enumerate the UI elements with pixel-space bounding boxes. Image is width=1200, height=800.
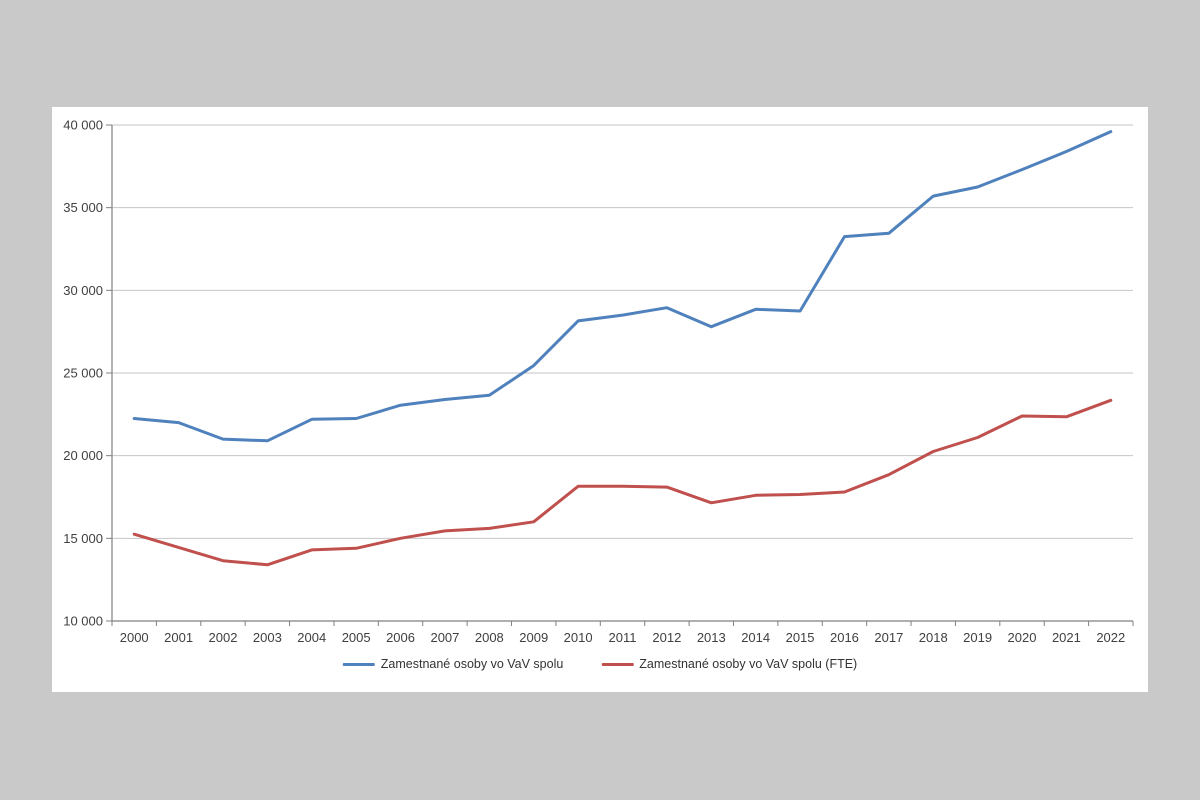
chart-svg: 40 000 35 000 30 000 25 000 20 000 15 000 10 0… [63, 118, 1134, 645]
legend-label-fte: Zamestnané osoby vo VaV spolu (FTE) [639, 657, 858, 671]
x-axis-tick-label: 2014 [741, 630, 770, 645]
x-axis-tick-label: 2004 [297, 630, 326, 645]
x-axis-tick-label: 2022 [1096, 630, 1125, 645]
series-line-0 [132, 130, 1113, 443]
x-axis-tick-label: 2001 [164, 630, 193, 645]
x-axis-tick-label: 2012 [652, 630, 681, 645]
x-axis-tick-label: 2006 [386, 630, 415, 645]
x-axis-tick-label: 2019 [963, 630, 992, 645]
y-axis-tick-label: 25 000 [63, 366, 103, 381]
y-axis-tick-label: 15 000 [63, 531, 103, 546]
y-axis-tick-label: 35 000 [63, 200, 103, 215]
legend-item-total: Zamestnané osoby vo VaV spolu [342, 657, 564, 671]
x-axis-tick-label: 2005 [342, 630, 371, 645]
x-axis-tick-label: 2000 [120, 630, 149, 645]
x-axis-tick-label: 2013 [697, 630, 726, 645]
x-axis-tick-label: 2011 [609, 630, 637, 645]
x-axis-tick-label: 2015 [786, 630, 815, 645]
chart-legend: Zamestnané osoby vo VaV spolu Zamestnané… [342, 657, 857, 671]
legend-item-fte: Zamestnané osoby vo VaV spolu (FTE) [601, 657, 857, 671]
legend-line-sample-fte [601, 662, 634, 666]
series-line-1 [132, 398, 1113, 567]
y-axis-tick-label: 40 000 [63, 118, 103, 133]
x-axis-tick-label: 2007 [430, 630, 459, 645]
legend-label-total: Zamestnané osoby vo VaV spolu [380, 657, 564, 671]
x-axis-tick-label: 2018 [919, 630, 948, 645]
x-axis-tick-label: 2003 [253, 630, 282, 645]
x-axis-tick-label: 2020 [1008, 630, 1037, 645]
x-axis-tick-label: 2016 [830, 630, 859, 645]
x-axis-tick-label: 2010 [564, 630, 593, 645]
x-axis-tick-label: 2008 [475, 630, 504, 645]
x-axis-tick-label: 2017 [874, 630, 903, 645]
y-axis-tick-label: 30 000 [63, 283, 103, 298]
x-axis-tick-label: 2021 [1052, 630, 1081, 645]
x-axis-tick-label: 2002 [209, 630, 238, 645]
legend-line-sample-total [342, 662, 375, 666]
x-axis-tick-label: 2009 [519, 630, 548, 645]
y-axis-tick-label: 10 000 [63, 614, 103, 629]
chart-panel: 40 000 35 000 30 000 25 000 20 000 15 000 10 0… [52, 107, 1148, 692]
y-axis-tick-label: 20 000 [63, 448, 103, 463]
